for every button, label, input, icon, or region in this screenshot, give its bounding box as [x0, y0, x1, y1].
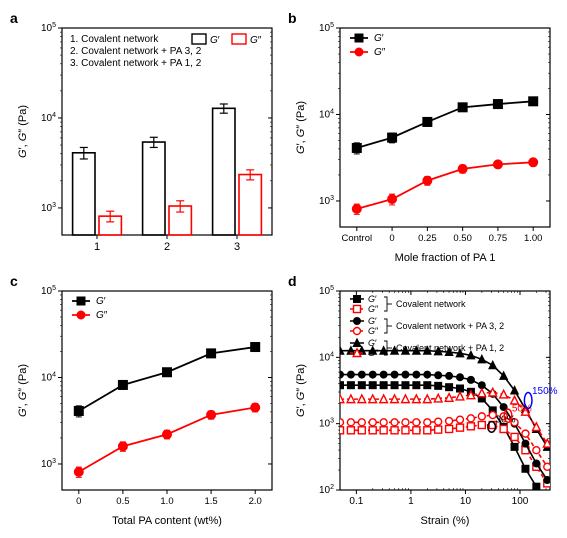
- svg-text:150%: 150%: [532, 386, 558, 397]
- svg-text:G′: G′: [368, 316, 377, 326]
- svg-text:G′, G″ (Pa): G′, G″ (Pa): [295, 101, 307, 154]
- svg-text:102: 102: [319, 484, 334, 496]
- svg-text:0.25: 0.25: [418, 233, 437, 244]
- svg-text:103: 103: [41, 458, 56, 470]
- panel-a-label: a: [10, 10, 18, 26]
- panel-c-label: c: [10, 273, 18, 289]
- chart-a: 103 104 105 G′, G″ (Pa) 1 2 3 G′ G″ 1. Covalent n…: [10, 10, 280, 265]
- svg-text:104: 104: [41, 112, 56, 124]
- svg-text:G′: G′: [368, 338, 377, 348]
- panel-a: a 103 104 105 G′, G″ (Pa) 1 2 3 G′ G″ 1. Covalent…: [10, 10, 280, 265]
- svg-text:1.00: 1.00: [524, 233, 543, 244]
- chart-d: 102 103 104 105 0.1 1 10 100 G′, G″ (Pa) Strain (…: [288, 273, 558, 528]
- svg-text:Covalent network: Covalent network: [396, 299, 466, 309]
- svg-text:G″: G″: [368, 326, 379, 336]
- svg-text:G″: G″: [374, 47, 386, 58]
- svg-text:104: 104: [319, 351, 334, 363]
- panel-b: b 103 104 105 G′, G″ (Pa) Control 0 0.25 0.50 0.…: [288, 10, 558, 265]
- svg-text:2. Covalent network + PA 3, 2: 2. Covalent network + PA 3, 2: [70, 46, 202, 57]
- svg-text:50%: 50%: [512, 404, 532, 415]
- svg-text:104: 104: [319, 108, 334, 120]
- svg-text:105: 105: [41, 22, 56, 34]
- svg-text:Covalent network + PA 3, 2: Covalent network + PA 3, 2: [396, 321, 504, 331]
- svg-text:1.0: 1.0: [160, 496, 173, 507]
- svg-text:104: 104: [41, 371, 56, 383]
- svg-text:0.75: 0.75: [489, 233, 508, 244]
- svg-text:Control: Control: [341, 233, 372, 244]
- svg-text:2: 2: [164, 241, 170, 253]
- svg-text:0.50: 0.50: [453, 233, 472, 244]
- svg-text:G″: G″: [368, 348, 379, 358]
- svg-text:1: 1: [408, 496, 414, 507]
- svg-text:Mole fraction of PA 1: Mole fraction of PA 1: [395, 252, 496, 264]
- svg-text:G″: G″: [250, 35, 262, 46]
- svg-text:105: 105: [319, 22, 334, 34]
- svg-text:G′: G′: [368, 294, 377, 304]
- svg-text:0: 0: [389, 233, 394, 244]
- svg-text:10: 10: [460, 496, 472, 507]
- panel-d: d 102 103 104 105 0.1 1 10 100 G′, G″ (Pa) Strain…: [288, 273, 558, 528]
- svg-text:G′, G″ (Pa): G′, G″ (Pa): [17, 364, 29, 417]
- svg-text:3: 3: [234, 241, 240, 253]
- svg-text:2.0: 2.0: [249, 496, 262, 507]
- svg-text:Strain (%): Strain (%): [421, 515, 470, 527]
- svg-text:103: 103: [41, 202, 56, 214]
- svg-text:G′: G′: [374, 33, 384, 44]
- svg-text:0.1: 0.1: [349, 496, 363, 507]
- panel-b-label: b: [288, 10, 297, 26]
- chart-b: 103 104 105 G′, G″ (Pa) Control 0 0.25 0.50 0.75…: [288, 10, 558, 265]
- svg-text:1: 1: [94, 241, 100, 253]
- svg-text:1.5: 1.5: [204, 496, 217, 507]
- svg-text:105: 105: [41, 285, 56, 297]
- svg-text:0.5: 0.5: [116, 496, 129, 507]
- svg-text:G′, G″ (Pa): G′, G″ (Pa): [295, 364, 307, 417]
- svg-text:3. Covalent network + PA 1, 2: 3. Covalent network + PA 1, 2: [70, 58, 202, 69]
- svg-text:Covalent network + PA 1, 2: Covalent network + PA 1, 2: [396, 343, 504, 353]
- svg-text:G′: G′: [210, 35, 220, 46]
- svg-text:103: 103: [319, 418, 334, 430]
- svg-text:103: 103: [319, 195, 334, 207]
- svg-text:Total PA content (wt%): Total PA content (wt%): [112, 515, 222, 527]
- figure-grid: a 103104105G′, G″ (Pa)123G′G″1. Covalent…: [10, 10, 557, 528]
- svg-text:G′: G′: [96, 296, 106, 307]
- svg-text:105: 105: [319, 285, 334, 297]
- svg-text:0: 0: [76, 496, 81, 507]
- svg-text:G″: G″: [368, 304, 379, 314]
- svg-text:G″: G″: [96, 310, 108, 321]
- svg-text:G′, G″ (Pa): G′, G″ (Pa): [17, 105, 29, 158]
- panel-c: c 103 104 105 G′, G″ (Pa) 0 0.5 1.0 1.5 2.0 Total…: [10, 273, 280, 528]
- chart-c: 103 104 105 G′, G″ (Pa) 0 0.5 1.0 1.5 2.0 Total P…: [10, 273, 280, 528]
- svg-text:1. Covalent network: 1. Covalent network: [70, 34, 159, 45]
- svg-text:100: 100: [512, 496, 529, 507]
- panel-d-label: d: [288, 273, 297, 289]
